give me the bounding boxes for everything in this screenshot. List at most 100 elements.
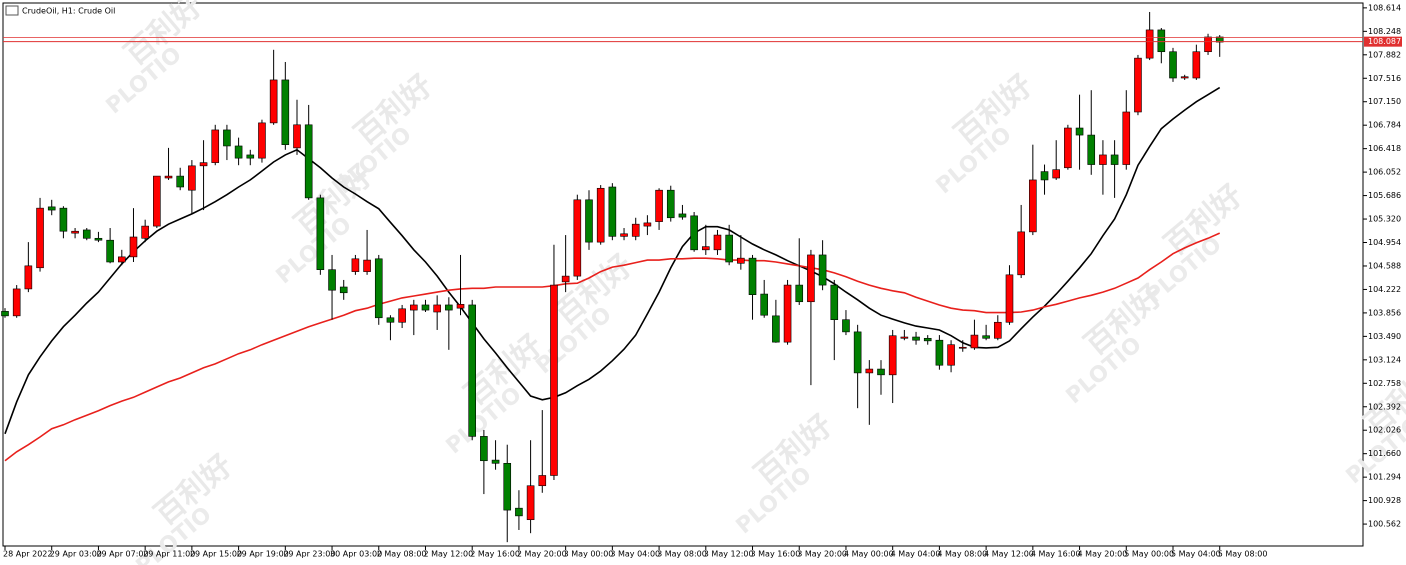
- candle-body: [141, 225, 149, 239]
- candle-body: [923, 337, 932, 342]
- candle-body: [94, 237, 103, 241]
- candle-body: [1157, 29, 1166, 53]
- candle-body: [900, 336, 909, 339]
- candle-body: [795, 284, 804, 303]
- candle-body: [386, 317, 395, 323]
- candle-body: [398, 308, 406, 323]
- candle-body: [409, 304, 418, 311]
- y-tick-label: 103.856: [1368, 308, 1401, 317]
- candle-body: [1180, 76, 1189, 79]
- x-tick-label: 4 May 12:00: [984, 550, 1034, 559]
- candle-body: [526, 485, 535, 521]
- candle-body: [223, 129, 231, 147]
- x-tick-label: 29 Apr 15:00: [190, 550, 242, 559]
- y-tick-label: 105.686: [1368, 191, 1401, 200]
- candle-body: [515, 507, 523, 517]
- candle-body: [47, 206, 56, 211]
- y-tick-label: 103.490: [1368, 332, 1401, 341]
- candle-body: [59, 207, 68, 232]
- candle-body: [585, 199, 593, 243]
- candle-body: [877, 368, 885, 376]
- candle-body: [281, 79, 290, 145]
- candle-body: [491, 459, 500, 464]
- x-tick-label: 4 May 08:00: [937, 550, 987, 559]
- candle-body: [1192, 51, 1201, 79]
- x-tick-label: 2 May 12:00: [423, 550, 473, 559]
- x-tick-label: 4 May 20:00: [1078, 550, 1128, 559]
- candle-body: [993, 321, 1002, 339]
- x-tick-label: 2 May 08:00: [377, 550, 427, 559]
- x-tick-label: 3 May 04:00: [610, 550, 660, 559]
- candle-body: [1052, 169, 1060, 179]
- y-tick-label: 102.758: [1368, 379, 1401, 388]
- candle-body: [433, 304, 441, 313]
- candle-body: [561, 275, 570, 283]
- candle-body: [304, 124, 313, 199]
- candle-body: [982, 335, 990, 339]
- candle-body: [1, 311, 9, 317]
- candle-body: [421, 304, 430, 311]
- candle-body: [164, 175, 173, 179]
- candle-body: [655, 189, 663, 222]
- candle-body: [620, 233, 628, 237]
- candle-body: [1169, 51, 1177, 79]
- y-tick-label: 106.784: [1368, 121, 1401, 130]
- y-tick-label: 106.052: [1368, 168, 1401, 177]
- candle-body: [503, 462, 512, 511]
- candle-body: [666, 189, 675, 219]
- candle-body: [1075, 127, 1084, 136]
- candle-body: [1204, 36, 1212, 53]
- candle-body: [211, 129, 220, 163]
- candle-body: [1110, 154, 1119, 165]
- candle-body: [293, 124, 301, 149]
- y-tick-label: 107.882: [1368, 50, 1401, 59]
- candle-body: [538, 475, 547, 487]
- candle-body: [71, 230, 79, 234]
- candle-body: [246, 154, 255, 159]
- x-tick-label: 4 May 16:00: [1031, 550, 1081, 559]
- candle-body: [1122, 111, 1131, 165]
- y-tick-label: 104.588: [1368, 261, 1401, 270]
- y-tick-label: 106.418: [1368, 144, 1401, 153]
- candle-body: [725, 234, 733, 263]
- x-tick-label: 29 Apr 11:00: [143, 550, 195, 559]
- candle-body: [1040, 171, 1049, 181]
- candle-body: [468, 304, 477, 437]
- candle-body: [188, 165, 196, 191]
- candle-body: [1005, 274, 1014, 323]
- x-tick-label: 3 May 08:00: [657, 550, 707, 559]
- candle-body: [456, 304, 465, 309]
- candle-body: [36, 207, 44, 269]
- candle-body: [912, 336, 920, 341]
- candle-body: [608, 186, 617, 237]
- candle-body: [888, 335, 897, 376]
- candle-body: [118, 256, 126, 263]
- y-tick-label: 107.516: [1368, 74, 1401, 83]
- x-tick-label: 29 Apr 19:00: [237, 550, 289, 559]
- candle-body: [737, 257, 745, 264]
- candle-body: [24, 265, 33, 290]
- candle-body: [596, 187, 605, 243]
- y-tick-label: 102.026: [1368, 426, 1401, 435]
- y-tick-label: 104.222: [1368, 285, 1401, 294]
- candle-body: [199, 162, 208, 167]
- candle-body: [106, 239, 114, 263]
- candle-body: [853, 331, 862, 374]
- candle-body: [1029, 179, 1037, 233]
- y-tick-label: 107.150: [1368, 97, 1401, 106]
- candle-body: [830, 284, 839, 320]
- chart-icon: [5, 5, 19, 16]
- candle-body: [351, 258, 360, 272]
- candle-body: [1017, 231, 1025, 276]
- candle-body: [842, 319, 850, 333]
- y-tick-label: 105.320: [1368, 215, 1401, 224]
- candle-body: [958, 346, 967, 349]
- candle-body: [445, 304, 453, 311]
- x-tick-label: 30 Apr 03:00: [330, 550, 382, 559]
- x-tick-label: 5 May 08:00: [1218, 550, 1268, 559]
- candle-body: [807, 254, 815, 303]
- chart-title: CrudeOil, H1: Crude Oil: [22, 7, 115, 16]
- candle-body: [748, 257, 757, 295]
- candle-body: [374, 258, 383, 319]
